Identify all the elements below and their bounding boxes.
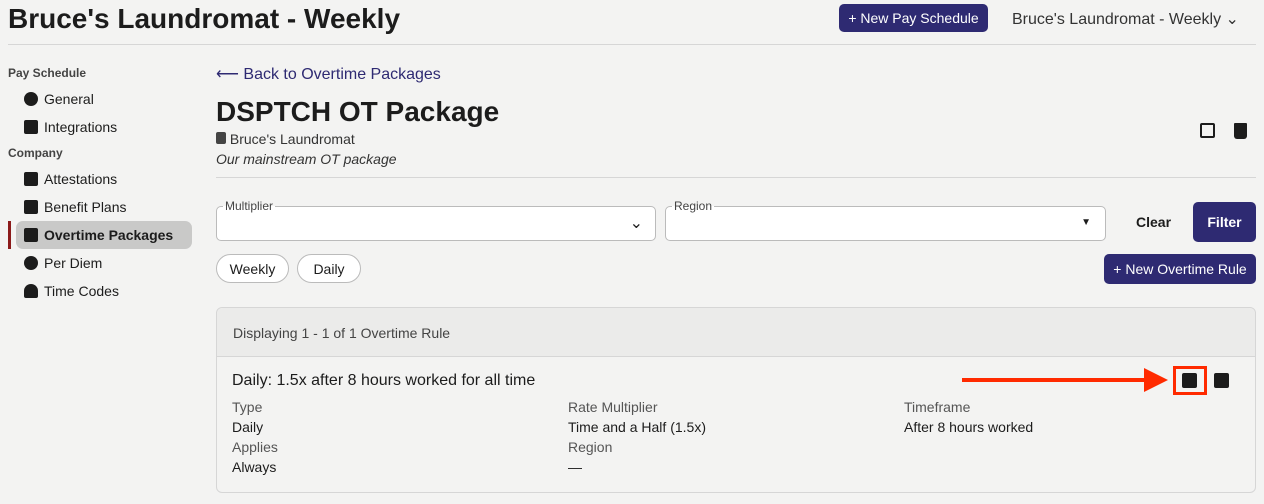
calendar-edit-icon[interactable] <box>1182 373 1197 388</box>
back-link[interactable]: ⟵ Back to Overtime Packages <box>216 64 441 84</box>
sidebar-item-label: Integrations <box>44 119 118 135</box>
new-pay-schedule-button[interactable]: + New Pay Schedule <box>839 4 988 32</box>
sidebar-item-per-diem[interactable]: Per Diem <box>16 249 192 277</box>
sidebar-item-benefit-plans[interactable]: Benefit Plans <box>16 193 192 221</box>
divider <box>216 177 1256 178</box>
annotation-arrow <box>962 378 1146 382</box>
chevron-down-icon: ⌄ <box>1225 11 1239 28</box>
sidebar-item-label: Time Codes <box>44 283 119 299</box>
filter-button[interactable]: Filter <box>1193 202 1256 242</box>
region-value: — <box>568 459 582 475</box>
sidebar-item-label: Attestations <box>44 171 118 187</box>
sidebar-item-label: General <box>44 91 94 107</box>
list-summary: Displaying 1 - 1 of 1 Overtime Rule <box>217 308 1255 357</box>
briefcase-clock-icon <box>24 228 38 242</box>
sidebar-item-label: Per Diem <box>44 255 103 271</box>
chip-weekly[interactable]: Weekly <box>216 254 289 283</box>
rate-value: Time and a Half (1.5x) <box>568 419 706 435</box>
sidebar-section-company: Company <box>8 146 63 160</box>
back-link-label: Back to Overtime Packages <box>243 66 441 83</box>
chevron-down-icon: ⌄ <box>629 215 643 232</box>
sidebar-item-label: Overtime Packages <box>44 227 174 243</box>
clear-button[interactable]: Clear <box>1136 214 1172 230</box>
timeframe-value: After 8 hours worked <box>904 419 1034 435</box>
region-label: Region <box>568 439 613 455</box>
company-name: Bruce's Laundromat <box>216 131 355 147</box>
clipboard-check-icon <box>24 172 38 186</box>
company-name-text: Bruce's Laundromat <box>229 131 355 147</box>
applies-label: Applies <box>232 439 278 455</box>
multiplier-label: Multiplier <box>223 199 276 213</box>
pay-schedule-select-value: Bruce's Laundromat - Weekly <box>1012 11 1222 28</box>
page-header-title: Bruce's Laundromat - Weekly <box>8 3 401 34</box>
header-divider <box>8 44 1256 45</box>
rule-title: Daily: 1.5x after 8 hours worked for all… <box>232 372 536 389</box>
sidebar-item-overtime-packages[interactable]: Overtime Packages <box>16 221 192 249</box>
sidebar-item-time-codes[interactable]: Time Codes <box>16 277 192 305</box>
money-check-icon <box>24 200 38 214</box>
package-title: DSPTCH OT Package <box>216 96 500 127</box>
calendar-remove-icon[interactable] <box>1214 373 1229 388</box>
annotation-arrowhead <box>1144 368 1168 392</box>
type-label: Type <box>232 399 263 415</box>
active-marker <box>8 221 11 249</box>
gear-icon <box>24 256 38 270</box>
rate-label: Rate Multiplier <box>568 399 658 415</box>
timeframe-label: Timeframe <box>904 399 971 415</box>
sidebar-item-attestations[interactable]: Attestations <box>16 165 192 193</box>
trash-icon[interactable] <box>1234 123 1247 139</box>
annotation-highlight <box>1173 366 1207 395</box>
edit-icon[interactable] <box>1200 123 1215 138</box>
applies-value: Always <box>232 459 277 475</box>
new-overtime-rule-button[interactable]: + New Overtime Rule <box>1104 254 1256 284</box>
building-icon <box>216 132 226 144</box>
package-description: Our mainstream OT package <box>216 151 397 167</box>
caret-down-icon: ▼ <box>1081 217 1091 228</box>
type-value: Daily <box>232 419 264 435</box>
bell-icon <box>24 284 38 298</box>
sidebar-item-integrations[interactable]: Integrations <box>16 113 192 141</box>
region-select[interactable]: Region ▼ <box>665 199 1106 241</box>
region-label: Region <box>672 199 715 213</box>
sidebar-section-pay-schedule: Pay Schedule <box>8 66 87 80</box>
table-icon <box>24 120 38 134</box>
gear-icon <box>24 92 38 106</box>
chip-daily[interactable]: Daily <box>297 254 361 283</box>
sidebar-item-general[interactable]: General <box>16 85 192 113</box>
pay-schedule-select[interactable]: Bruce's Laundromat - Weekly ⌄ <box>1012 9 1239 29</box>
arrow-left-icon: ⟵ <box>216 66 239 83</box>
sidebar-item-label: Benefit Plans <box>44 199 127 215</box>
rules-list: Displaying 1 - 1 of 1 Overtime Rule <box>216 307 1256 493</box>
multiplier-select[interactable]: Multiplier ⌄ <box>216 199 656 241</box>
